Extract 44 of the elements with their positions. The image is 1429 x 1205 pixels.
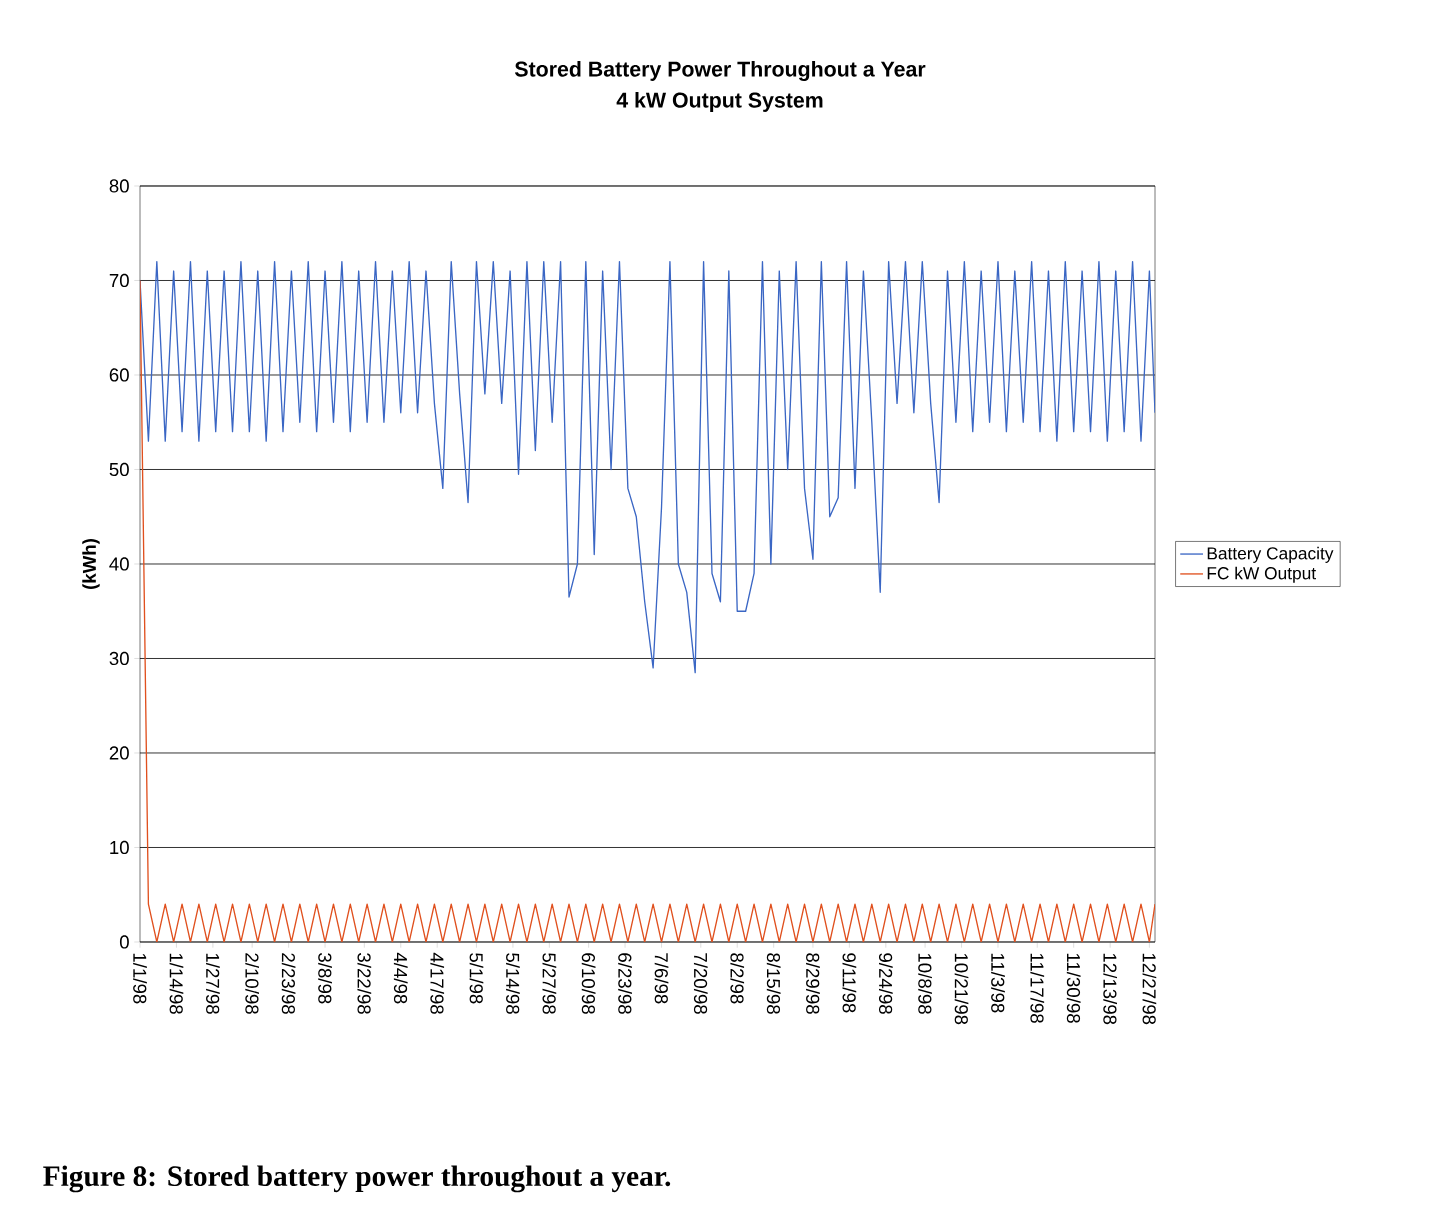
y-tick-label: 40 — [109, 557, 129, 571]
legend-label: FC kW Output — [1207, 566, 1316, 583]
x-tick-label: 7/20/98 — [693, 953, 708, 1014]
x-tick-label: 11/3/98 — [991, 953, 1005, 1013]
y-tick-label: 70 — [109, 273, 129, 288]
x-tick-label: 6/10/98 — [581, 953, 596, 1014]
x-tick-label: 10/8/98 — [918, 953, 932, 1014]
x-tick-label: 12/13/98 — [1103, 953, 1117, 1025]
y-tick-label: 0 — [119, 935, 129, 949]
x-tick-label: 2/10/98 — [245, 953, 260, 1014]
text: Figure 8: Stored battery power throughout a year. — [43, 1165, 671, 1193]
x-tick-label: 9/24/98 — [878, 953, 893, 1014]
x-tick-label: 8/2/98 — [730, 953, 745, 1004]
y-tick-label: 50 — [109, 462, 129, 477]
y-tick-label: 30 — [109, 651, 129, 666]
y-tick-label: 20 — [109, 746, 129, 760]
x-tick-label: 3/8/98 — [318, 953, 332, 1004]
x-tick-label: 12/27/98 — [1142, 953, 1157, 1025]
x-tick-label: 1/1/98 — [133, 953, 147, 1004]
x-tick-label: 2/23/98 — [281, 953, 296, 1014]
chart-title: Stored Battery Power Throughout a Year — [514, 61, 926, 81]
y-tick-label: 60 — [109, 368, 129, 382]
y-tick-label: 80 — [109, 179, 129, 193]
y-axis-title: (kWh) — [82, 538, 100, 589]
x-tick-label: 8/15/98 — [766, 953, 781, 1014]
x-tick-label: 9/11/98 — [842, 953, 857, 1013]
x-tick-label: 1/27/98 — [206, 953, 220, 1014]
x-tick-label: 7/6/98 — [654, 953, 669, 1004]
chart-subtitle: 4 kW Output System — [616, 92, 823, 112]
legend-label: Battery Capacity — [1207, 546, 1334, 563]
x-tick-label: 4/4/98 — [393, 952, 408, 1004]
x-tick-label: 1/14/98 — [169, 953, 184, 1014]
x-tick-label: 5/27/98 — [542, 953, 557, 1014]
line-series — [140, 260, 1156, 674]
x-tick-label: 5/14/98 — [506, 953, 520, 1014]
y-tick-label: 10 — [110, 840, 129, 855]
x-tick-label: 5/1/98 — [469, 953, 484, 1004]
x-tick-label: 10/21/98 — [954, 953, 969, 1025]
x-tick-label: 4/17/98 — [430, 952, 445, 1014]
x-tick-label: 11/17/98 — [1030, 953, 1045, 1023]
x-tick-label: 8/29/98 — [806, 953, 820, 1014]
x-tick-label: 11/30/98 — [1066, 953, 1081, 1023]
x-tick-label: 3/22/98 — [357, 953, 372, 1014]
x-tick-label: 6/23/98 — [618, 953, 632, 1014]
